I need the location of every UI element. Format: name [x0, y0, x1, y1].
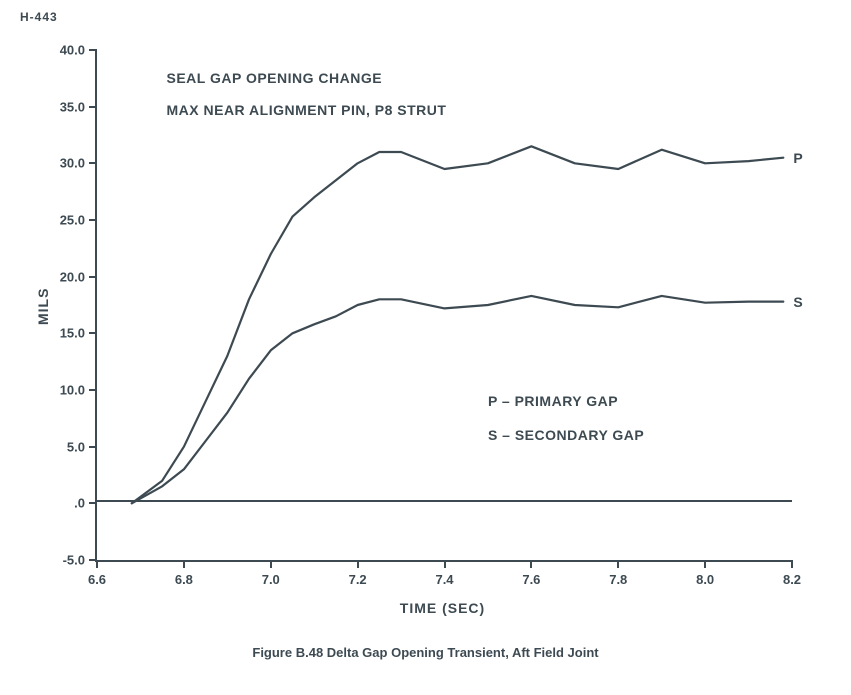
series-end-label-P: P [793, 150, 802, 166]
document-id: H-443 [20, 10, 58, 24]
y-tick-label: 10.0 [60, 383, 97, 398]
annotation-3: S – SECONDARY GAP [488, 427, 644, 443]
y-tick-label: 5.0 [67, 439, 97, 454]
x-tick-label: 6.6 [88, 560, 106, 587]
series-end-label-S: S [793, 294, 802, 310]
y-tick-label: .0 [74, 496, 97, 511]
figure-wrapper: H-443 -5.0.05.010.015.020.025.030.035.04… [0, 0, 851, 695]
annotation-0: SEAL GAP OPENING CHANGE [167, 70, 383, 86]
figure-caption: Figure B.48 Delta Gap Opening Transient,… [0, 645, 851, 660]
y-tick-label: 25.0 [60, 213, 97, 228]
annotation-1: MAX NEAR ALIGNMENT PIN, P8 STRUT [167, 102, 447, 118]
x-axis-label: TIME (SEC) [95, 600, 790, 616]
y-tick-label: 30.0 [60, 156, 97, 171]
y-tick-label: 40.0 [60, 43, 97, 58]
x-tick-label: 7.2 [349, 560, 367, 587]
x-tick-label: 7.4 [435, 560, 453, 587]
series-line-S [132, 296, 784, 503]
y-tick-label: 35.0 [60, 99, 97, 114]
y-tick-label: 15.0 [60, 326, 97, 341]
annotation-2: P – PRIMARY GAP [488, 393, 618, 409]
line-series-svg [97, 50, 792, 560]
series-line-P [132, 146, 784, 503]
x-tick-label: 7.6 [522, 560, 540, 587]
x-tick-label: 8.2 [783, 560, 801, 587]
x-tick-label: 6.8 [175, 560, 193, 587]
y-tick-label: 20.0 [60, 269, 97, 284]
x-tick-label: 7.0 [262, 560, 280, 587]
plot-area: -5.0.05.010.015.020.025.030.035.040.06.6… [95, 50, 792, 562]
x-tick-label: 7.8 [609, 560, 627, 587]
y-axis-label: MILS [35, 288, 51, 325]
x-tick-label: 8.0 [696, 560, 714, 587]
